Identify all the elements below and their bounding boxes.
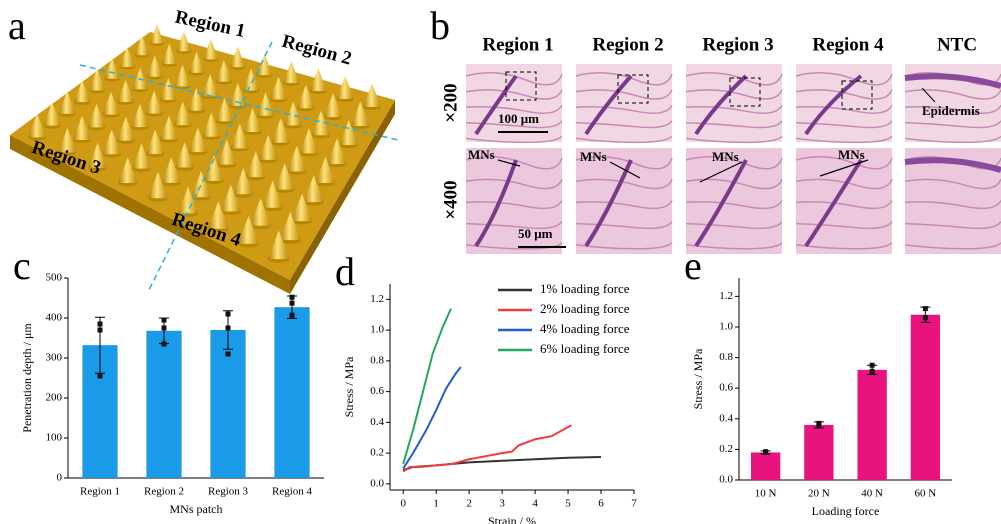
x-axis-label: Strain / % — [488, 514, 536, 524]
line-series — [403, 367, 461, 468]
x-tick-label: 5 — [565, 498, 571, 510]
bar — [146, 331, 181, 478]
y-tick-label: 0.4 — [370, 416, 384, 428]
y-tick-label: 1.0 — [719, 321, 733, 333]
y-tick-label: 1.2 — [719, 290, 733, 302]
bar — [751, 452, 780, 480]
y-tick-label: 400 — [46, 312, 63, 324]
legend-label: 2% loading force — [540, 301, 630, 316]
line-series — [403, 457, 601, 470]
x-tick-label: 20 N — [808, 488, 830, 500]
data-point — [226, 326, 231, 331]
panel-label: d — [335, 249, 355, 294]
x-tick-label: 10 N — [755, 488, 777, 500]
bar — [911, 315, 940, 480]
legend-label: 4% loading force — [540, 321, 630, 336]
annotation: MNs — [580, 149, 607, 164]
y-tick-label: 0.0 — [719, 474, 733, 486]
x-tick-label: 6 — [598, 498, 604, 510]
bar — [857, 370, 886, 480]
x-tick-label: Region 1 — [80, 486, 120, 498]
y-tick-label: 0.0 — [370, 477, 384, 489]
panel-b: b Region 1 Region 2 Region 3 Region 4 NTC ×20… — [430, 3, 1001, 254]
y-axis-label: Stress / MPa — [691, 348, 705, 409]
x-tick-label: 3 — [499, 498, 505, 510]
data-point — [763, 449, 768, 454]
line-series — [403, 425, 571, 471]
data-point — [98, 322, 103, 327]
scale-label: 100 μm — [498, 111, 539, 126]
column-header: NTC — [937, 34, 977, 55]
data-point — [290, 313, 295, 318]
y-axis-label: Penetration depth / μm — [20, 323, 34, 433]
panel-label: a — [8, 3, 26, 48]
y-tick-label: 300 — [46, 352, 63, 364]
row-label: ×400 — [440, 180, 461, 219]
x-axis-label: Loading force — [812, 504, 880, 518]
data-point — [290, 301, 295, 306]
row-label: ×200 — [440, 83, 461, 122]
x-tick-label: 1 — [433, 498, 439, 510]
bar — [274, 307, 309, 478]
y-tick-label: 0.8 — [370, 354, 384, 366]
column-header: Region 2 — [592, 34, 663, 55]
y-tick-label: 1.0 — [370, 324, 384, 336]
y-tick-label: 0.6 — [370, 385, 384, 397]
annotation: MNs — [712, 149, 739, 164]
x-tick-label: 2 — [466, 498, 472, 510]
column-header: Region 1 — [482, 34, 553, 55]
x-tick-label: 7 — [631, 498, 637, 510]
data-point — [162, 318, 167, 323]
annotation: MNs — [468, 147, 495, 162]
scale-label: 50 μm — [518, 226, 553, 241]
y-tick-label: 0.2 — [370, 447, 384, 459]
data-point — [98, 374, 103, 379]
y-axis-label: Stress / MPa — [342, 356, 356, 417]
data-point — [98, 328, 103, 333]
x-axis-label: MNs patch — [170, 502, 223, 516]
y-tick-label: 0.2 — [719, 443, 733, 455]
legend-label: 1% loading force — [540, 281, 630, 296]
line-series — [403, 309, 451, 464]
x-tick-label: Region 4 — [272, 486, 313, 498]
y-tick-label: 1.2 — [370, 293, 384, 305]
x-tick-label: Region 2 — [144, 486, 184, 498]
y-tick-label: 500 — [46, 272, 63, 284]
data-point — [226, 352, 231, 357]
bar — [804, 425, 833, 480]
data-point — [923, 315, 928, 320]
data-point — [226, 312, 231, 317]
panel-label: c — [13, 243, 31, 288]
panel-label: e — [684, 243, 702, 288]
y-tick-label: 200 — [46, 392, 63, 404]
column-header: Region 4 — [812, 34, 884, 55]
legend-label: 6% loading force — [540, 341, 630, 356]
y-tick-label: 100 — [46, 432, 63, 444]
y-tick-label: 0.6 — [719, 382, 733, 394]
data-point — [870, 369, 875, 374]
y-tick-label: 0 — [57, 472, 63, 484]
data-point — [290, 295, 295, 300]
data-point — [870, 363, 875, 368]
x-tick-label: 4 — [532, 498, 538, 510]
annotation: MNs — [838, 147, 865, 162]
data-point — [162, 326, 167, 331]
x-tick-label: 60 N — [915, 488, 937, 500]
y-tick-label: 0.8 — [719, 351, 733, 363]
x-tick-label: 0 — [400, 498, 406, 510]
y-tick-label: 0.4 — [719, 412, 733, 424]
data-point — [923, 306, 928, 311]
annotation: Epidermis — [922, 103, 980, 118]
data-point — [162, 342, 167, 347]
figure: a Region 1 Region 2 Region 3 Region 4 b … — [0, 0, 1001, 524]
column-header: Region 3 — [702, 34, 773, 55]
panel-label: b — [430, 3, 450, 48]
data-point — [816, 423, 821, 428]
x-tick-label: 40 N — [861, 488, 883, 500]
x-tick-label: Region 3 — [208, 486, 249, 498]
